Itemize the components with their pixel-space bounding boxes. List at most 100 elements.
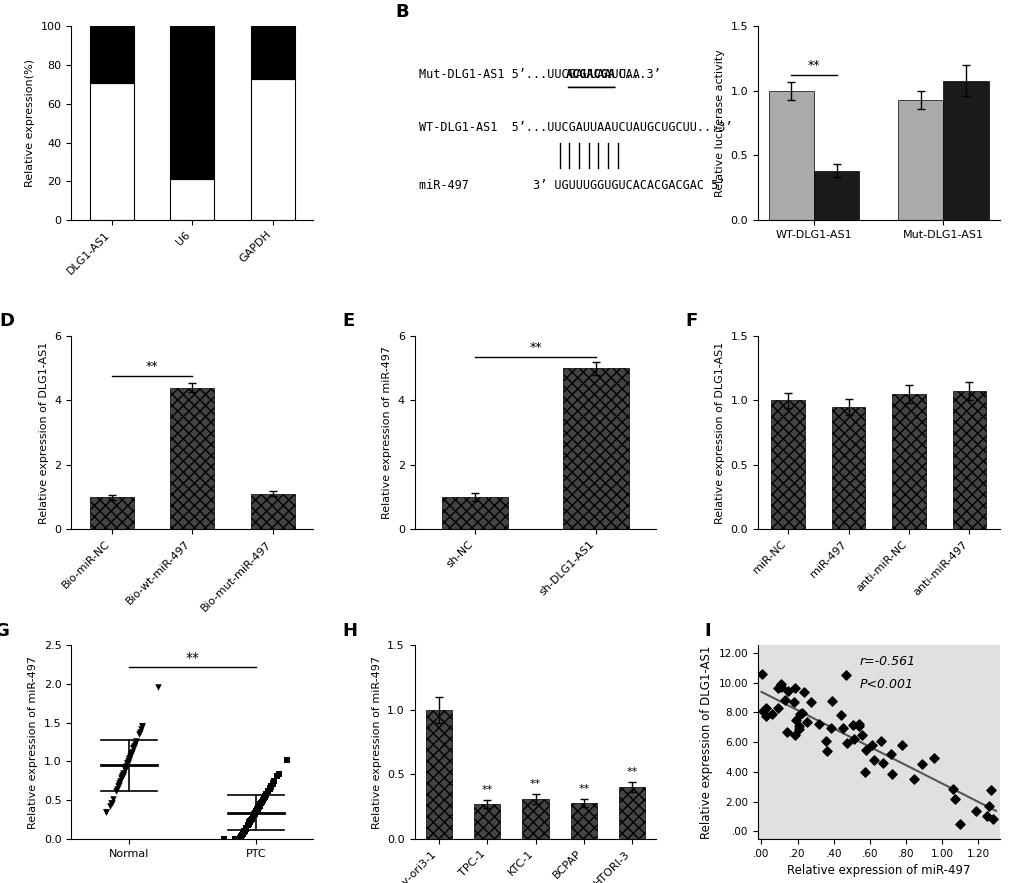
Point: [114, 768, 130, 782]
Point: [753, 668, 769, 682]
Point: [754, 704, 770, 718]
Bar: [170, 388, 214, 530]
Y-axis label: Relative expression(%): Relative expression(%): [25, 59, 35, 187]
Point: [237, 822, 254, 836]
Point: [232, 829, 249, 843]
Point: [243, 812, 259, 826]
Point: [795, 685, 811, 699]
Point: [265, 776, 281, 790]
Point: [232, 831, 249, 845]
Point: [251, 798, 267, 812]
Point: [967, 804, 983, 819]
Point: [236, 824, 253, 838]
Point: [250, 801, 266, 815]
Point: [257, 789, 273, 803]
Point: [252, 797, 268, 811]
Point: [115, 766, 131, 781]
Point: [776, 693, 793, 707]
Point: [823, 694, 840, 708]
Point: [120, 752, 137, 766]
Point: [263, 779, 279, 793]
Point: [248, 804, 264, 819]
Point: [250, 801, 266, 815]
Point: [810, 717, 826, 731]
Point: [237, 822, 254, 836]
Bar: [570, 803, 596, 839]
Point: [226, 832, 243, 846]
Point: [237, 821, 254, 835]
Text: ACGACGA: ACGACGA: [566, 68, 615, 81]
Point: [247, 805, 263, 819]
Point: [925, 751, 942, 765]
Point: [248, 804, 264, 819]
Point: [771, 677, 788, 691]
Point: [248, 804, 264, 819]
Point: [247, 807, 263, 821]
Bar: [170, 26, 214, 179]
Point: [791, 706, 807, 721]
Point: [121, 751, 138, 766]
Point: [242, 815, 258, 829]
Point: [244, 811, 260, 826]
Point: [882, 766, 899, 781]
Point: [253, 796, 269, 810]
Bar: [170, 179, 214, 220]
Point: [865, 753, 881, 767]
Point: [769, 682, 786, 696]
Point: [230, 832, 247, 846]
Point: [262, 780, 278, 794]
Point: [125, 740, 142, 754]
Point: [255, 793, 271, 807]
Point: [772, 680, 789, 694]
Point: [263, 779, 279, 793]
Text: **: **: [146, 360, 158, 373]
Point: [112, 774, 128, 788]
Point: [269, 769, 285, 783]
Point: [258, 787, 274, 801]
Text: **: **: [529, 341, 541, 354]
Point: [123, 747, 140, 761]
Text: P<0.001: P<0.001: [859, 678, 912, 691]
Point: [127, 736, 144, 751]
Bar: [943, 80, 987, 220]
Point: [838, 736, 854, 750]
Point: [103, 796, 119, 811]
Bar: [898, 100, 943, 220]
Point: [98, 804, 114, 819]
Point: [109, 782, 125, 796]
Point: [757, 709, 773, 723]
Bar: [832, 407, 864, 530]
Point: [243, 813, 259, 827]
Point: [893, 737, 909, 751]
Point: [977, 809, 994, 823]
Point: [119, 756, 136, 770]
Point: [247, 806, 263, 820]
Y-axis label: Relative expression of DLG1-AS1: Relative expression of DLG1-AS1: [699, 645, 712, 839]
Y-axis label: Relative luciferase activity: Relative luciferase activity: [714, 49, 725, 197]
Point: [131, 725, 148, 739]
X-axis label: Relative expression of miR-497: Relative expression of miR-497: [787, 864, 969, 877]
Point: [237, 821, 254, 835]
Point: [250, 800, 266, 814]
Point: [215, 832, 231, 846]
Text: r=-0.561: r=-0.561: [859, 655, 915, 668]
Text: **: **: [578, 784, 589, 794]
Point: [118, 759, 135, 774]
Point: [128, 734, 145, 748]
Point: [125, 739, 142, 753]
Point: [818, 743, 835, 758]
Point: [837, 668, 853, 683]
Point: [120, 754, 137, 768]
Point: [110, 778, 126, 792]
Point: [108, 784, 124, 798]
Point: [980, 799, 997, 813]
Point: [119, 756, 136, 770]
Point: [260, 784, 276, 798]
Point: [230, 832, 247, 846]
Point: [851, 720, 867, 734]
Point: [793, 706, 809, 720]
Y-axis label: Relative expression of miR-497: Relative expression of miR-497: [29, 656, 39, 828]
Bar: [441, 497, 507, 530]
Point: [235, 825, 252, 839]
Point: [248, 804, 264, 818]
